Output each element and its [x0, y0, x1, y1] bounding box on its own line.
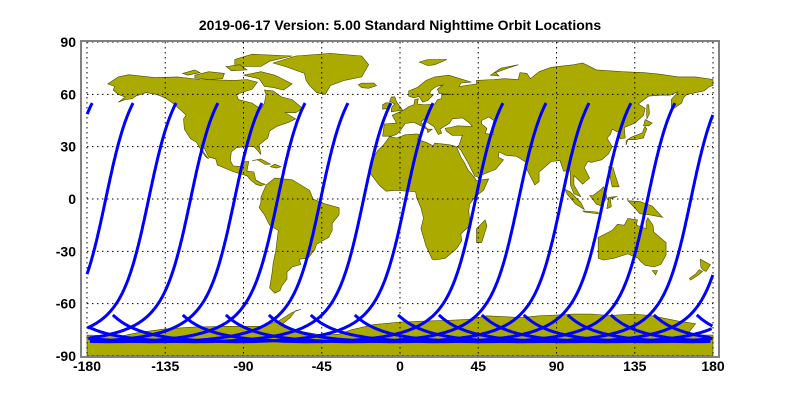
orbit-track-0 — [85, 102, 135, 275]
y-axis-ticks: 90 60 30 0 -30 -60 -90 — [56, 34, 76, 364]
orbit-track-6 — [695, 313, 714, 328]
y-tick-label: -60 — [56, 296, 76, 312]
land-layer — [86, 53, 714, 357]
x-axis-ticks: -180 -135 -90 -45 0 45 90 135 180 — [73, 358, 725, 374]
orbit-track-3 — [566, 313, 710, 344]
x-tick-label: 135 — [623, 358, 647, 374]
landmass-15 — [643, 119, 653, 127]
landmass-28 — [646, 104, 650, 120]
orbit-track-4 — [90, 102, 307, 344]
y-tick-label: -30 — [56, 243, 76, 259]
y-tick-label: 30 — [60, 139, 76, 155]
orbit-track-13 — [397, 114, 715, 344]
landmass-20 — [606, 196, 618, 210]
y-tick-label: 90 — [60, 34, 76, 50]
y-tick-label: 0 — [68, 191, 76, 207]
landmass-16 — [608, 166, 620, 188]
orbit-track-13 — [85, 102, 94, 115]
landmass-22 — [597, 217, 667, 268]
x-tick-label: 180 — [701, 358, 725, 374]
landmass-27 — [489, 64, 519, 77]
orbit-track-11 — [309, 102, 633, 344]
orbit-track-5 — [652, 313, 711, 340]
landmass-10 — [476, 219, 488, 243]
orbit-track-4 — [609, 313, 711, 343]
landmass-1 — [272, 53, 370, 95]
orbit-track-0 — [437, 274, 715, 344]
landmass-19 — [582, 210, 599, 215]
landmass-26 — [418, 59, 448, 66]
landmass-3 — [234, 53, 293, 67]
landmass-18 — [564, 188, 586, 211]
landmass-8 — [382, 62, 714, 198]
landmass-6 — [225, 64, 248, 72]
landmass-5 — [181, 69, 201, 76]
landmass-2 — [243, 71, 293, 91]
x-tick-label: 90 — [549, 358, 565, 374]
landmass-14 — [625, 126, 648, 145]
orbit-tracks — [85, 102, 715, 344]
orbit-track-1 — [86, 102, 178, 330]
x-tick-label: -180 — [73, 358, 101, 374]
y-tick-label: -90 — [56, 348, 76, 364]
landmass-13 — [357, 82, 378, 89]
x-tick-label: 0 — [396, 358, 404, 374]
landmass-30 — [269, 163, 282, 169]
plot-frame — [80, 40, 720, 358]
orbit-track-12 — [353, 102, 677, 344]
orbit-track-2 — [89, 102, 220, 340]
x-tick-label: -90 — [233, 358, 253, 374]
landmass-24 — [699, 258, 711, 272]
orbit-track-3 — [89, 102, 264, 343]
landmass-29 — [252, 158, 272, 165]
landmass-25 — [689, 269, 704, 281]
y-tick-label: 60 — [60, 86, 76, 102]
x-tick-label: -45 — [312, 358, 332, 374]
landmass-11 — [389, 96, 404, 113]
x-tick-label: 45 — [470, 358, 486, 374]
landmass-4 — [194, 71, 225, 80]
landmass-0 — [107, 74, 304, 187]
chart-title: 2019-06-17 Version: 5.00 Standard Nightt… — [199, 17, 601, 33]
x-tick-label: -135 — [151, 358, 179, 374]
landmass-23 — [651, 270, 658, 276]
